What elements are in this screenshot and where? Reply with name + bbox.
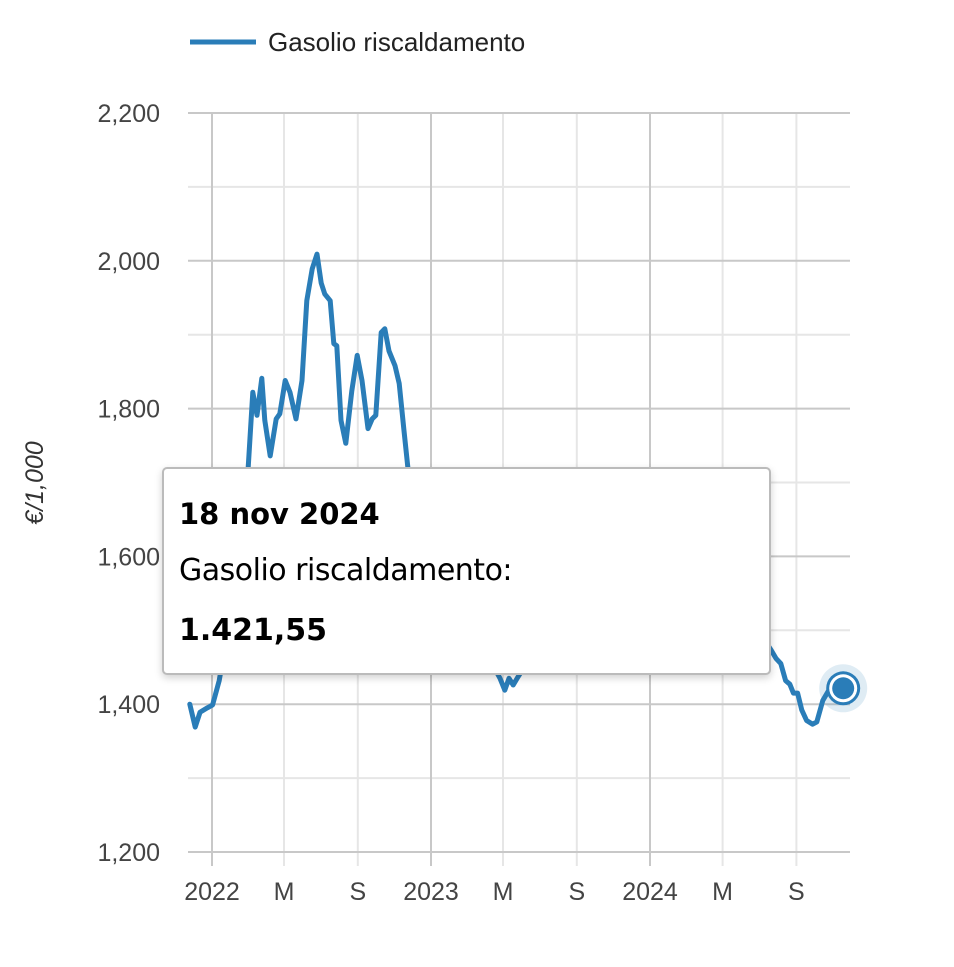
legend-item[interactable]: Gasolio riscaldamento xyxy=(190,27,525,57)
x-tick-label: M xyxy=(712,878,733,906)
y-axis-ticks: 1,200 1,400 1,600 1,800 2,000 2,200 xyxy=(97,100,160,867)
x-tick-label: S xyxy=(568,878,585,906)
x-tick-label: S xyxy=(349,878,366,906)
x-tick-label: 2024 xyxy=(622,878,678,906)
legend-label: Gasolio riscaldamento xyxy=(268,27,525,57)
y-tick-label: 2,200 xyxy=(97,100,160,128)
x-tick-label: 2022 xyxy=(184,878,240,906)
y-tick-label: 1,600 xyxy=(97,543,160,571)
x-axis-ticks: 2022 M S 2023 M S 2024 M S xyxy=(184,878,805,906)
tooltip: 18 nov 2024 Gasolio riscaldamento: 1.421… xyxy=(162,467,771,675)
tooltip-date: 18 nov 2024 xyxy=(179,497,380,531)
x-tick-label: M xyxy=(274,878,295,906)
tooltip-value: 1.421,55 xyxy=(179,613,328,648)
y-tick-label: 1,800 xyxy=(97,396,160,424)
tooltip-series-label: Gasolio riscaldamento: xyxy=(179,553,513,588)
hover-marker[interactable] xyxy=(819,664,868,713)
x-tick-label: S xyxy=(788,878,805,906)
series-line-gasolio-riscaldamento[interactable] xyxy=(187,251,846,730)
y-tick-label: 2,000 xyxy=(97,248,160,276)
y-tick-label: 1,200 xyxy=(97,839,160,867)
y-axis-title: €/1,000 xyxy=(21,441,49,525)
y-tick-label: 1,400 xyxy=(97,691,160,719)
x-tick-label: 2023 xyxy=(403,878,459,906)
data-point-marker xyxy=(832,677,855,700)
x-tick-label: M xyxy=(493,878,514,906)
